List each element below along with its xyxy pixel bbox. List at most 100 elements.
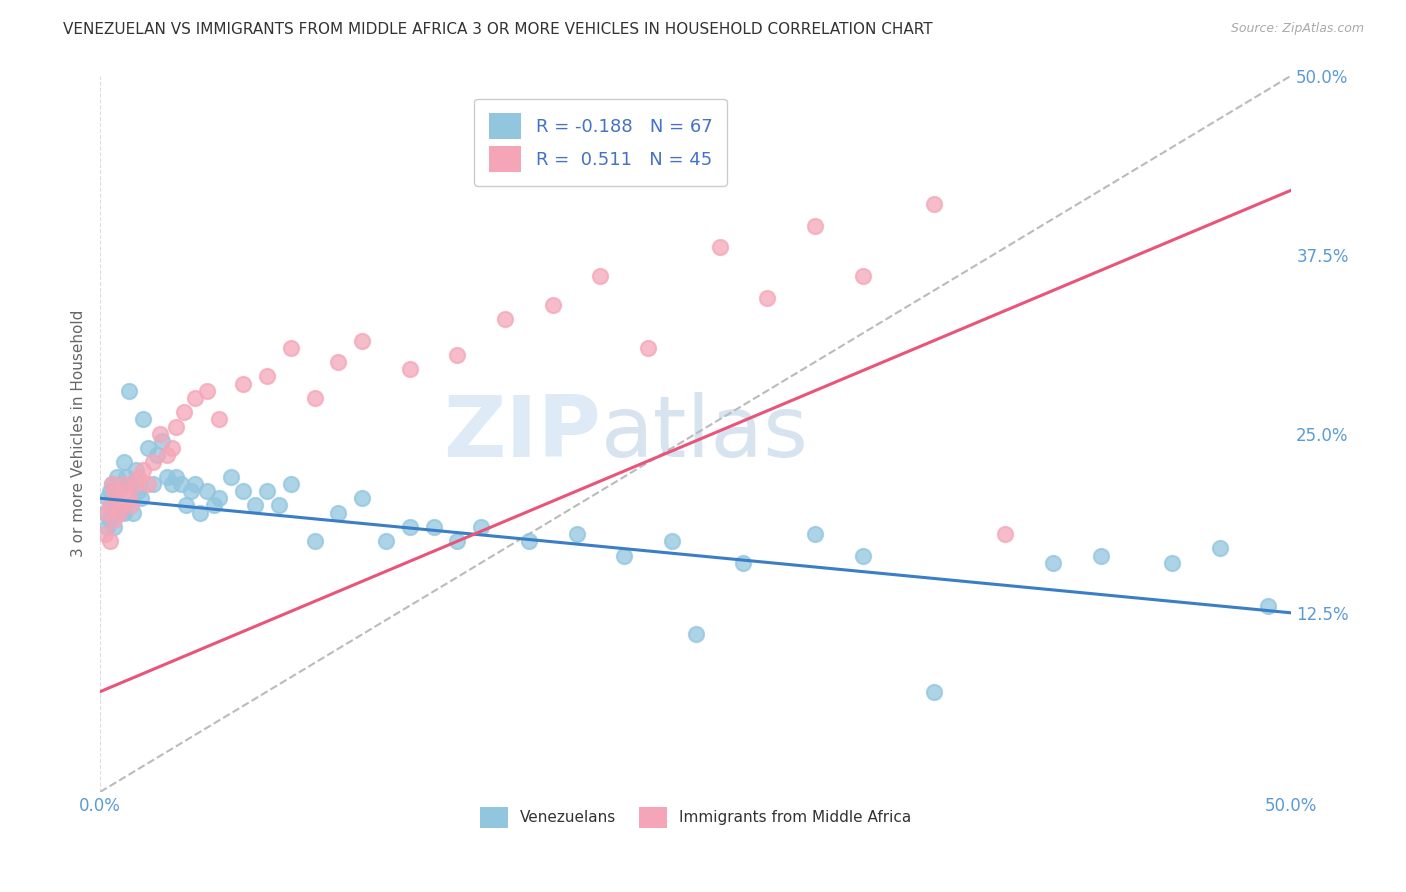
Point — [115, 484, 138, 499]
Point — [173, 405, 195, 419]
Point — [922, 197, 945, 211]
Point — [136, 476, 159, 491]
Point — [494, 312, 516, 326]
Point — [733, 556, 755, 570]
Point — [101, 476, 124, 491]
Point — [994, 527, 1017, 541]
Point — [120, 476, 142, 491]
Point — [328, 506, 350, 520]
Point — [170, 476, 193, 491]
Point — [165, 419, 187, 434]
Point — [160, 476, 183, 491]
Point — [352, 491, 374, 506]
Point — [103, 506, 125, 520]
Point — [685, 627, 707, 641]
Point — [184, 391, 207, 405]
Point — [105, 469, 128, 483]
Point — [103, 513, 125, 527]
Point — [98, 534, 121, 549]
Text: Source: ZipAtlas.com: Source: ZipAtlas.com — [1230, 22, 1364, 36]
Point — [125, 462, 148, 476]
Point — [1042, 556, 1064, 570]
Point — [232, 376, 254, 391]
Point — [398, 362, 420, 376]
Point — [756, 291, 779, 305]
Point — [637, 341, 659, 355]
Point — [195, 484, 218, 499]
Point — [110, 476, 132, 491]
Point — [101, 476, 124, 491]
Point — [94, 527, 117, 541]
Point — [174, 499, 197, 513]
Point — [709, 240, 731, 254]
Point — [132, 412, 155, 426]
Point — [105, 491, 128, 506]
Point — [98, 499, 121, 513]
Point — [127, 484, 149, 499]
Point — [1209, 541, 1232, 556]
Point — [149, 426, 172, 441]
Point — [1090, 549, 1112, 563]
Point — [103, 520, 125, 534]
Point — [267, 499, 290, 513]
Point — [180, 484, 202, 499]
Point — [165, 469, 187, 483]
Point — [804, 219, 827, 233]
Point — [108, 506, 131, 520]
Point — [304, 391, 326, 405]
Point — [105, 499, 128, 513]
Point — [101, 499, 124, 513]
Point — [195, 384, 218, 398]
Point — [118, 384, 141, 398]
Point — [204, 499, 226, 513]
Point — [129, 491, 152, 506]
Point — [160, 441, 183, 455]
Point — [96, 491, 118, 506]
Point — [108, 484, 131, 499]
Point — [470, 520, 492, 534]
Point — [156, 469, 179, 483]
Point — [661, 534, 683, 549]
Point — [184, 476, 207, 491]
Point — [94, 506, 117, 520]
Point — [96, 506, 118, 520]
Point — [125, 476, 148, 491]
Point — [98, 513, 121, 527]
Point — [613, 549, 636, 563]
Point — [922, 684, 945, 698]
Point — [1161, 556, 1184, 570]
Point — [375, 534, 398, 549]
Point — [243, 499, 266, 513]
Point — [112, 506, 135, 520]
Point — [141, 455, 163, 469]
Y-axis label: 3 or more Vehicles in Household: 3 or more Vehicles in Household — [72, 310, 86, 558]
Point — [851, 549, 873, 563]
Point — [589, 269, 612, 284]
Point — [304, 534, 326, 549]
Point — [517, 534, 540, 549]
Point — [188, 506, 211, 520]
Point — [208, 412, 231, 426]
Point — [232, 484, 254, 499]
Point — [110, 499, 132, 513]
Point — [96, 520, 118, 534]
Point — [219, 469, 242, 483]
Point — [422, 520, 444, 534]
Point — [208, 491, 231, 506]
Point — [108, 506, 131, 520]
Point — [98, 484, 121, 499]
Point — [446, 534, 468, 549]
Legend: Venezuelans, Immigrants from Middle Africa: Venezuelans, Immigrants from Middle Afri… — [474, 801, 917, 835]
Point — [156, 448, 179, 462]
Point — [804, 527, 827, 541]
Text: atlas: atlas — [600, 392, 808, 475]
Point — [146, 448, 169, 462]
Point — [112, 455, 135, 469]
Point — [541, 298, 564, 312]
Point — [256, 369, 278, 384]
Point — [565, 527, 588, 541]
Text: ZIP: ZIP — [443, 392, 600, 475]
Point — [127, 469, 149, 483]
Point — [1257, 599, 1279, 613]
Point — [122, 506, 145, 520]
